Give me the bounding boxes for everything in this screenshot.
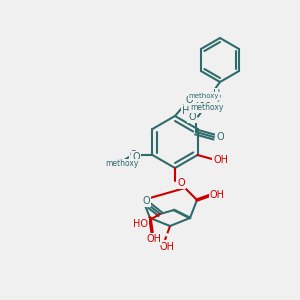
- Text: O: O: [130, 150, 137, 160]
- Text: OH: OH: [146, 234, 161, 244]
- Text: O: O: [190, 97, 198, 107]
- Text: methoxy: methoxy: [105, 160, 139, 169]
- Text: HO: HO: [134, 219, 148, 229]
- Text: O: O: [142, 196, 150, 206]
- Text: O: O: [132, 152, 140, 162]
- Text: H: H: [213, 89, 221, 99]
- Text: methoxy: methoxy: [188, 92, 222, 101]
- Text: H: H: [182, 106, 190, 116]
- Text: O: O: [216, 132, 224, 142]
- Text: OH: OH: [209, 190, 224, 200]
- Text: OH: OH: [213, 155, 228, 165]
- Text: O: O: [188, 112, 196, 122]
- Text: O: O: [177, 178, 185, 188]
- Text: methoxy: methoxy: [190, 103, 224, 112]
- Text: methoxy: methoxy: [189, 93, 219, 99]
- Text: O: O: [185, 95, 193, 105]
- Text: OH: OH: [160, 242, 175, 252]
